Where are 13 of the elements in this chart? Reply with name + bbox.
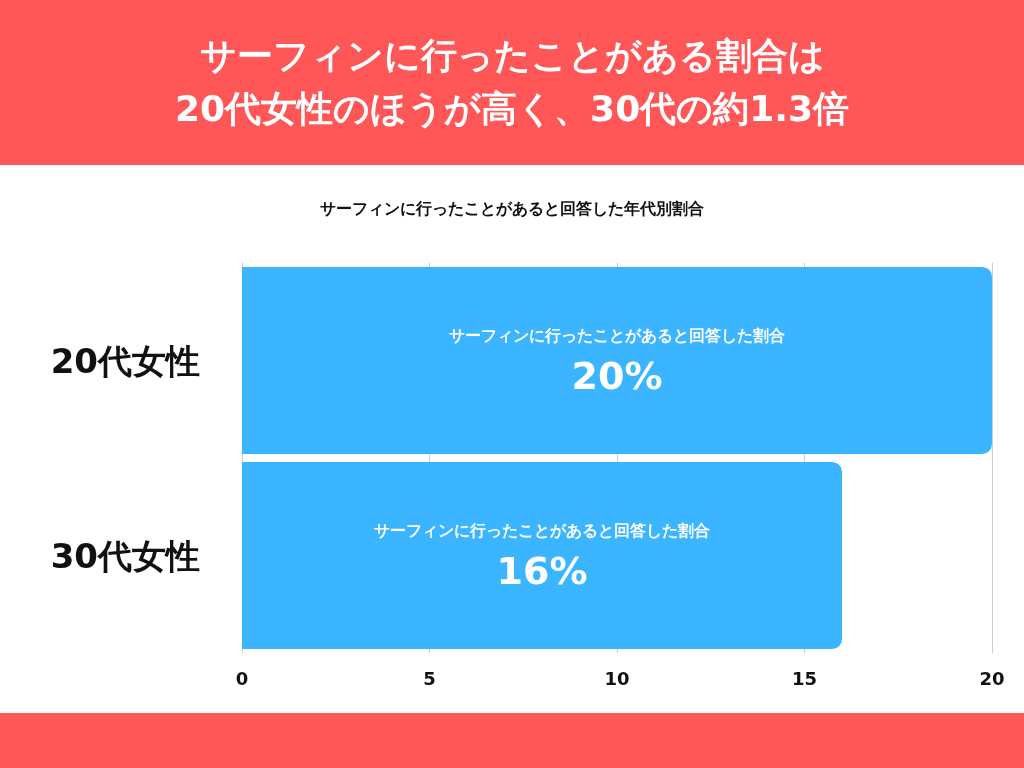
series-label: サーフィンに行ったことがあると回答した割合 [449, 326, 785, 345]
chart-subtitle: サーフィンに行ったことがあると回答した年代別割合 [320, 198, 704, 218]
data-label: 20% [571, 353, 663, 398]
chart-title: サーフィンに行ったことがある割合は 20代女性のほうが高く、30代の約1.3倍 [0, 0, 1024, 165]
y-tick-label: 20代女性 [50, 340, 200, 381]
data-label: 16% [496, 548, 588, 593]
y-tick-label: 30代女性 [50, 535, 200, 576]
x-tick-label: 10 [604, 667, 630, 689]
x-tick-label: 15 [791, 667, 818, 689]
text: サーフィンに行ったことがあると回答した割合 [374, 521, 710, 540]
x-tick-label: 5 [423, 667, 436, 689]
x-tick-label: 0 [235, 667, 249, 689]
x-tick-label: 20 [979, 667, 1005, 689]
